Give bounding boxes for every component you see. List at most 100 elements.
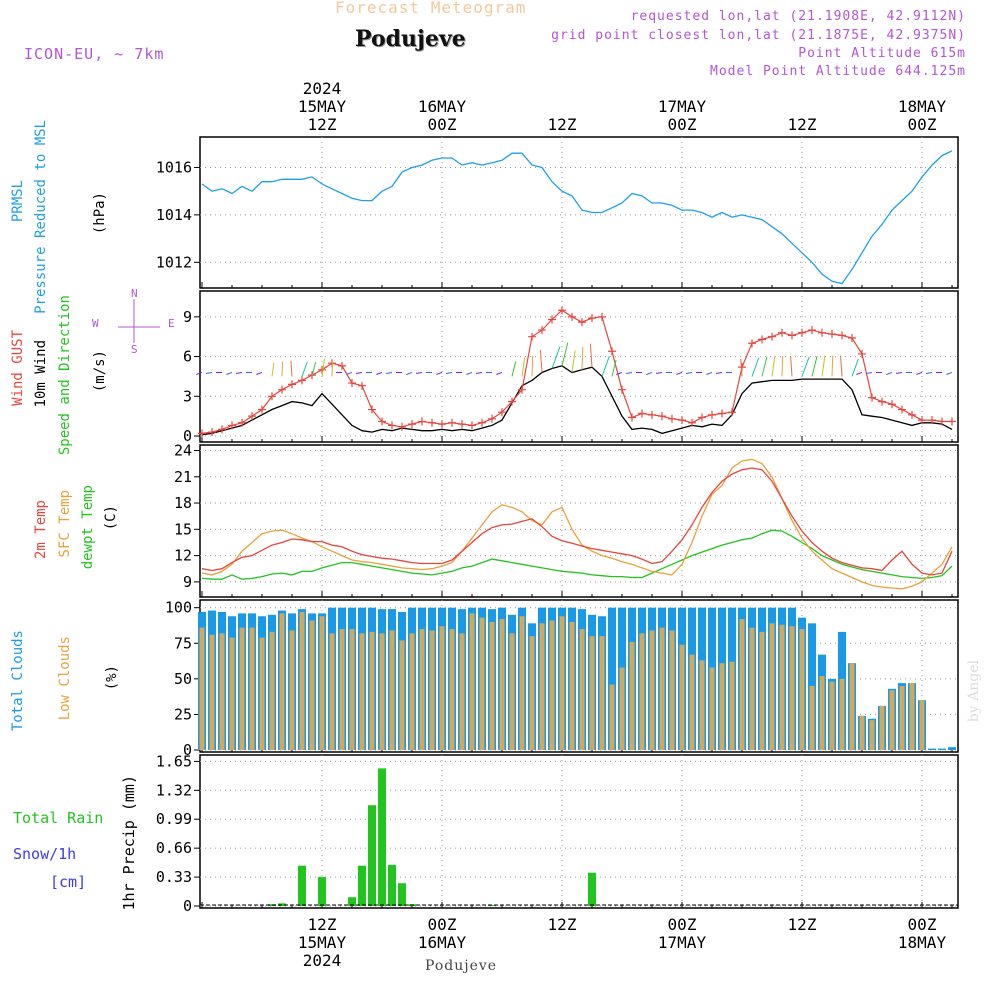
low-cloud-bar xyxy=(839,678,845,750)
low-cloud-bar xyxy=(539,623,545,750)
top-time-label: 15MAY xyxy=(298,97,347,116)
wind-direction-arrow xyxy=(866,371,873,374)
pressure-line xyxy=(201,150,953,285)
y-tick-label: 21 xyxy=(174,468,192,486)
low-cloud-bar xyxy=(269,631,275,750)
low-cloud-bar xyxy=(749,627,755,750)
gust-marker xyxy=(658,412,666,421)
wind-unit: (m/s) xyxy=(92,350,108,393)
low-cloud-bar xyxy=(619,667,625,750)
requested-coords: requested lon,lat (21.1908E, 42.9112N) xyxy=(630,9,966,24)
gust-marker xyxy=(248,412,256,421)
low-cloud-bar xyxy=(799,629,805,750)
low-cloud-bar xyxy=(499,619,505,750)
y-tick-label: 6 xyxy=(183,348,192,366)
low-cloud-bar xyxy=(209,634,215,750)
wind-direction-arrow xyxy=(916,371,923,375)
low-cloud-bar xyxy=(259,637,265,750)
gust-marker xyxy=(368,405,376,414)
low-cloud-bar xyxy=(229,637,235,750)
wind-direction-arrow xyxy=(406,371,413,375)
top-time-label: 17MAY xyxy=(658,97,707,116)
low-cloud-bar xyxy=(669,630,675,750)
low-cloud-bar xyxy=(889,690,895,750)
y-tick-label: 1012 xyxy=(156,253,192,271)
low-cloud-bar xyxy=(569,621,575,750)
total-cloud-bar xyxy=(928,748,936,750)
low-cloud-bar xyxy=(689,654,695,750)
low-cloud-bar xyxy=(399,640,405,750)
gust-marker xyxy=(868,393,876,402)
y-tick-label: 18 xyxy=(174,494,192,512)
y-tick-label: 12 xyxy=(174,547,192,565)
panel-frame xyxy=(199,754,959,909)
y-tick-label: 25 xyxy=(174,705,192,723)
wind-direction-arrow xyxy=(531,355,534,377)
top-time-label: 12Z xyxy=(548,115,577,134)
wind-direction-arrow xyxy=(601,356,610,377)
gust-marker xyxy=(288,380,296,389)
gust-marker xyxy=(618,385,626,394)
low-cloud-bar xyxy=(849,663,855,750)
grid-point-coords: grid point closest lon,lat (21.1875E, 42… xyxy=(551,28,966,43)
pressure-unit: (hPa) xyxy=(92,192,108,235)
wind-direction-arrow xyxy=(321,358,325,377)
pressure-label: Pressure Reduced to MSL xyxy=(33,120,49,314)
gust-marker xyxy=(268,392,276,401)
wind-direction-arrow xyxy=(946,371,953,375)
wind-direction-arrow xyxy=(356,371,363,374)
top-time-label: 00Z xyxy=(908,115,937,134)
low-cloud-bar xyxy=(449,629,455,750)
y-tick-label: 15 xyxy=(174,520,192,538)
rain-bar xyxy=(488,905,496,906)
precip-unit: 1hr Precip (mm) xyxy=(120,775,138,911)
wind-direction-arrow xyxy=(926,371,933,374)
low-cloud-bar xyxy=(609,684,615,750)
gust-marker xyxy=(298,376,306,385)
gust-marker xyxy=(458,420,466,429)
temp-dew-label: dewpt Temp xyxy=(80,485,96,570)
low-cloud-bar xyxy=(859,715,865,750)
wind-direction-arrow xyxy=(281,361,284,377)
wind-direction-arrow xyxy=(656,371,663,374)
wind-direction-arrow xyxy=(611,359,617,377)
gust-marker xyxy=(838,331,846,340)
gust-marker xyxy=(388,421,396,430)
wind-direction-arrow xyxy=(446,371,453,374)
wind-direction-arrow xyxy=(761,356,768,377)
low-cloud-bar xyxy=(379,633,385,750)
wind-direction-arrow xyxy=(831,355,834,377)
wind-direction-arrow xyxy=(740,358,743,377)
gust-marker xyxy=(778,328,786,337)
low-cloud-bar xyxy=(319,616,325,750)
low-cloud-bar xyxy=(219,633,225,750)
bottom-time-label: 12Z xyxy=(548,915,577,934)
wind-direction-arrow xyxy=(561,342,569,366)
gust-marker xyxy=(898,405,906,414)
wind-direction-arrow xyxy=(716,371,723,374)
bottom-station-label: Podujeve xyxy=(425,958,498,974)
wind-direction-arrow xyxy=(376,371,383,375)
gust-marker xyxy=(568,312,576,321)
compass-w: W xyxy=(92,317,99,330)
bottom-time-label: 2024 xyxy=(303,951,342,970)
gust-marker xyxy=(708,410,716,419)
wind-direction-arrow xyxy=(896,371,903,374)
bottom-time-label: 18MAY xyxy=(898,933,947,952)
gust-marker xyxy=(808,326,816,335)
gust-marker xyxy=(668,414,676,423)
low-cloud-bar xyxy=(549,620,555,750)
wind-direction-arrow xyxy=(551,346,561,369)
gust-marker xyxy=(578,318,586,327)
low-cloud-bar xyxy=(679,644,685,750)
total-cloud-bar xyxy=(938,748,946,750)
low-cloud-bar xyxy=(759,631,765,750)
wind-direction-arrow xyxy=(706,371,713,375)
y-tick-label: 75 xyxy=(174,634,192,652)
low-cloud-bar xyxy=(829,681,835,750)
gust-marker xyxy=(908,410,916,419)
point-altitude: Point Altitude 615m xyxy=(798,46,966,61)
rain-bar xyxy=(298,865,306,906)
y-tick-label: 9 xyxy=(183,308,192,326)
